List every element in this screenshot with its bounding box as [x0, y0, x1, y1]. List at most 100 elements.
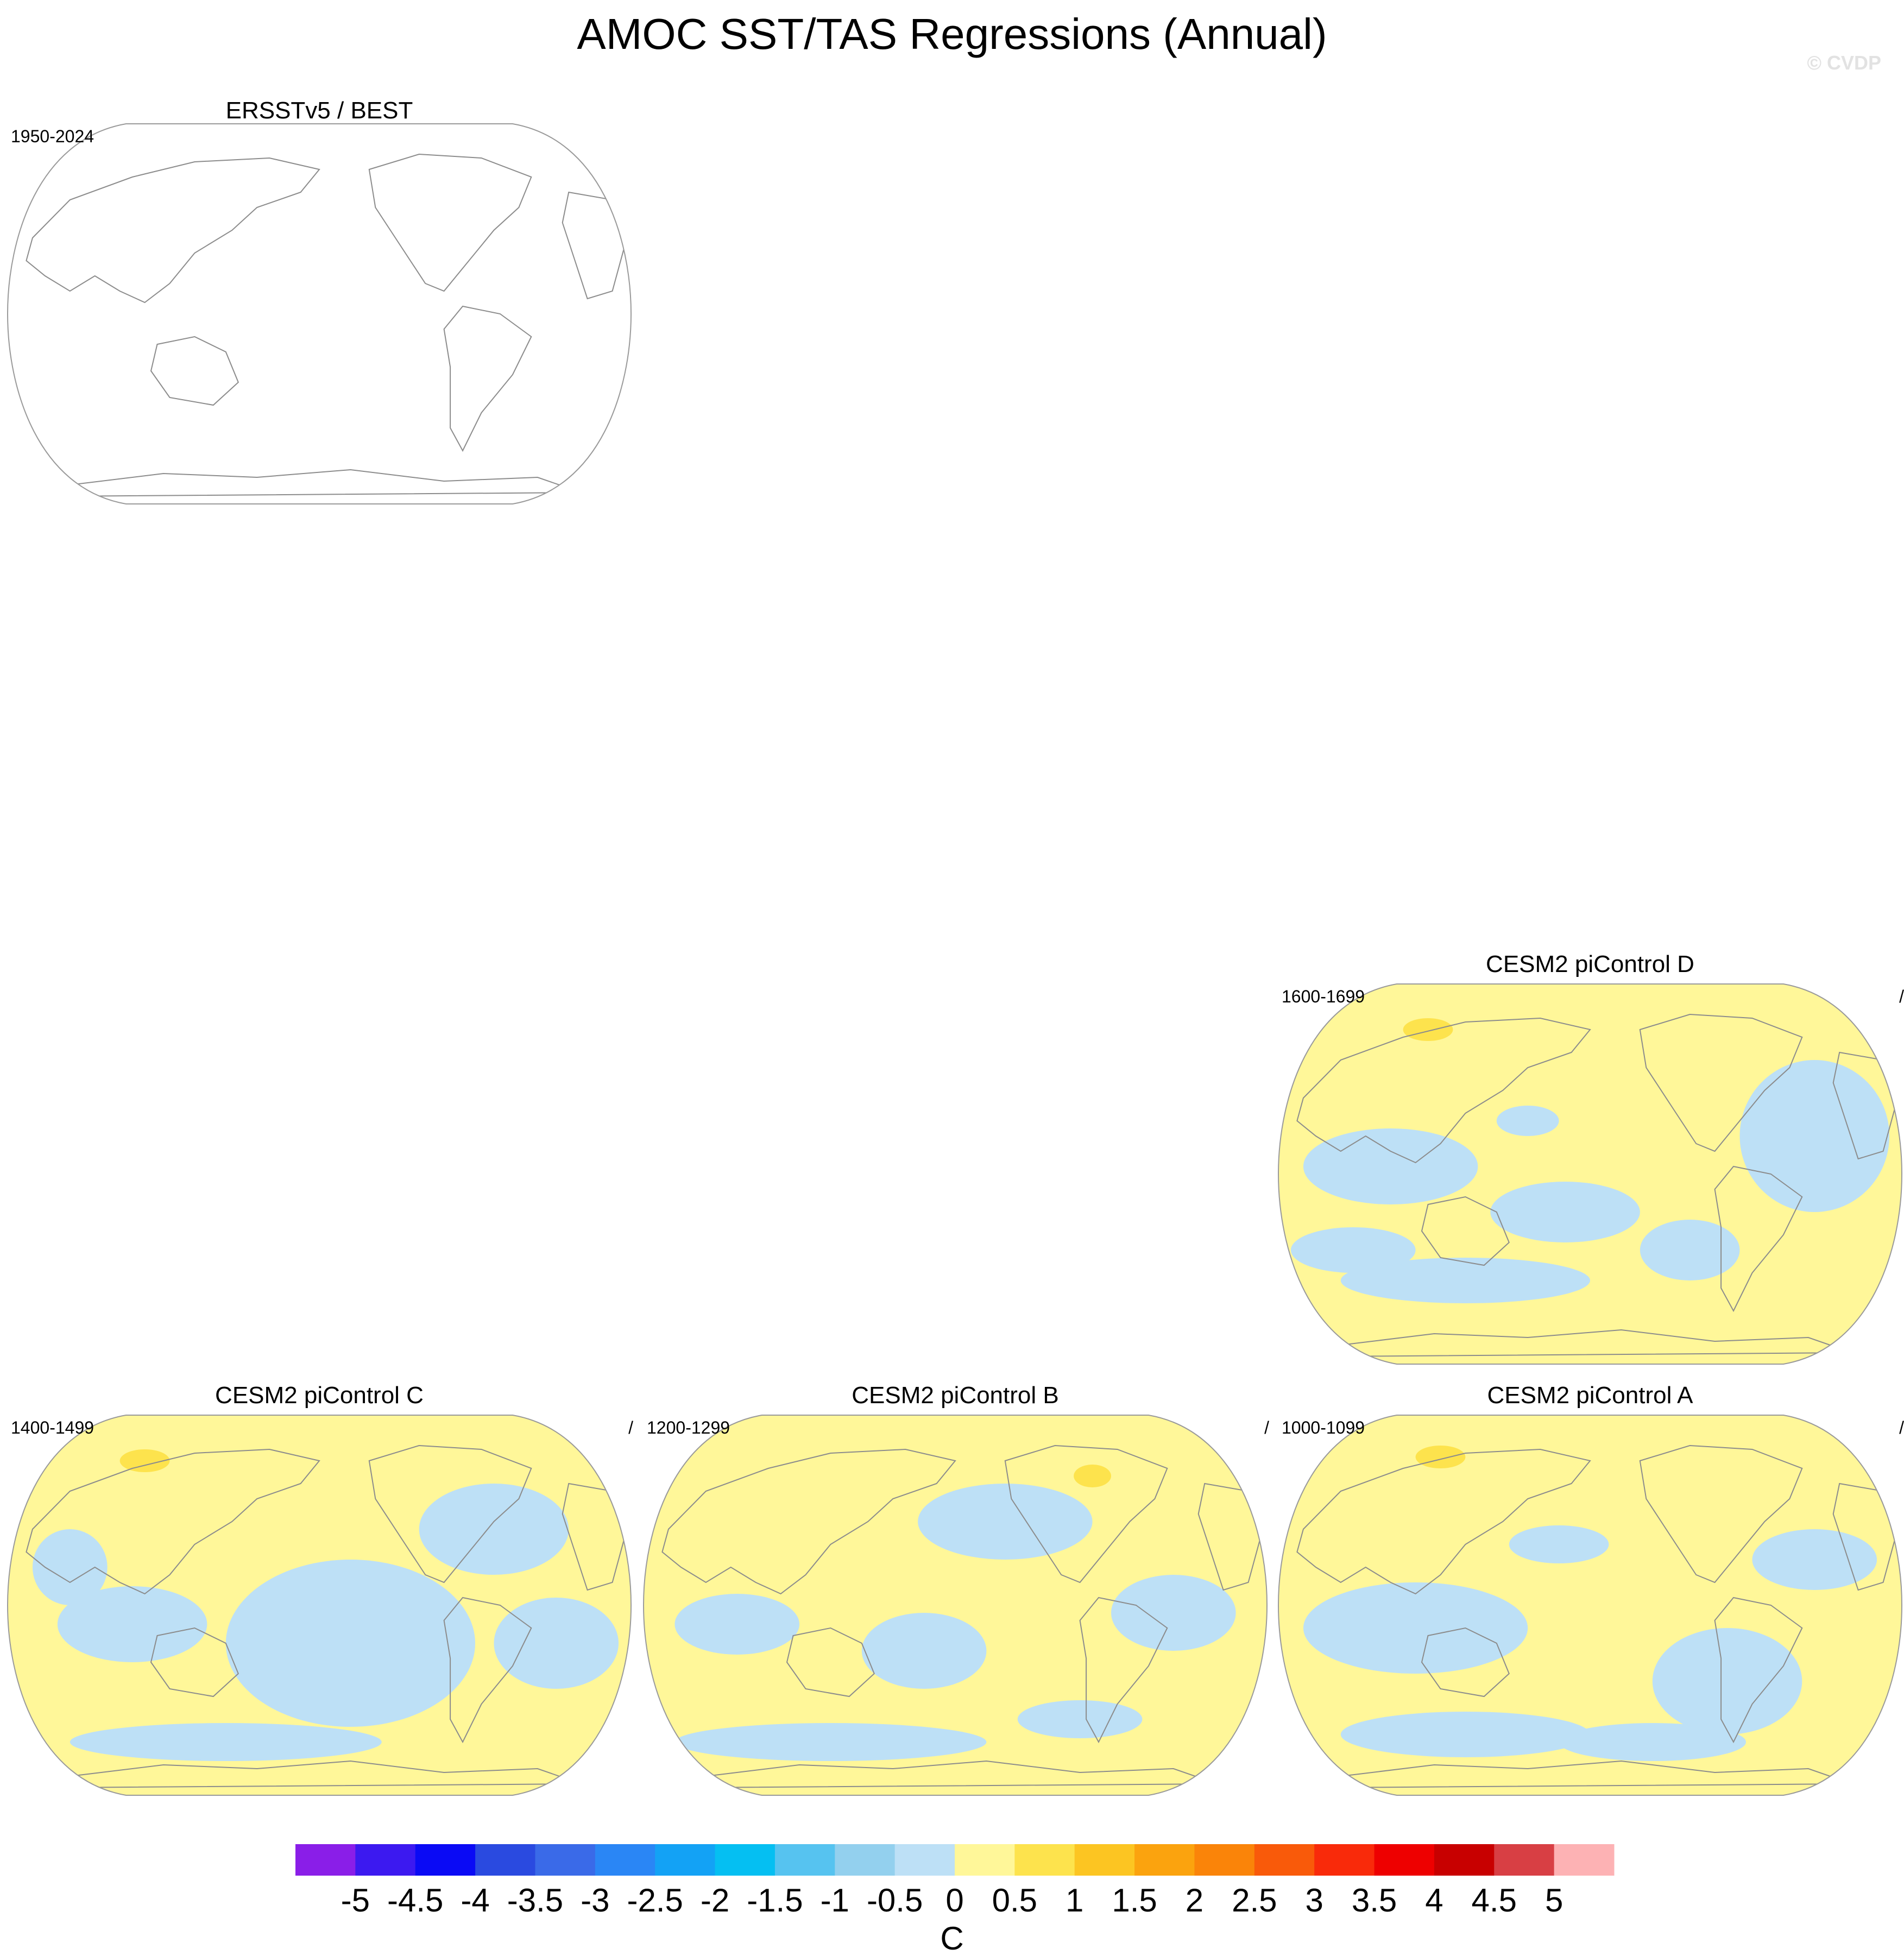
anomaly-region-negative: [225, 1560, 475, 1727]
colorbar-tick-label: 2.5: [1232, 1882, 1277, 1919]
map-fill: [1278, 984, 1902, 1364]
map-panels: ERSSTv5 / BEST 1950-2024 CESM2 piControl D…: [7, 97, 1904, 1796]
anomaly-region-negative: [861, 1613, 987, 1689]
copyright-label: © CVDP: [1807, 52, 1881, 74]
panel-period: 1400-1499: [11, 1418, 94, 1437]
colorbar-tick-label: -4: [461, 1882, 489, 1919]
colorbar-swatch: [295, 1844, 356, 1876]
panel-period: 1200-1299: [647, 1418, 730, 1437]
anomaly-region-negative: [1111, 1575, 1236, 1651]
map-panel-A: CESM2 piControl A 1000-1099 /: [1277, 1382, 1904, 1796]
anomaly-region-negative: [419, 1484, 569, 1575]
anomaly-region-negative: [1303, 1128, 1478, 1204]
colorbar-swatch: [774, 1844, 835, 1876]
colorbar-tick-label: 1.5: [1112, 1882, 1157, 1919]
anomaly-region-negative: [1340, 1258, 1590, 1303]
map-panel-C: CESM2 piControl C 1400-1499 /: [7, 1382, 633, 1796]
anomaly-region-negative: [1017, 1700, 1143, 1738]
coastline: [1421, 1196, 1510, 1266]
colorbar-swatch: [1554, 1844, 1615, 1876]
coastline: [26, 1448, 320, 1595]
anomaly-region-negative: [1490, 1182, 1640, 1242]
coastline: [1639, 1013, 1803, 1152]
anomaly-region-negative: [1340, 1712, 1590, 1757]
coastline: [1714, 1165, 1803, 1313]
panel-slash: /: [1899, 1418, 1904, 1437]
map-frame: [7, 1415, 632, 1796]
map-fill: [8, 124, 631, 504]
anomaly-region-negative: [1559, 1723, 1746, 1761]
colorbar-tick-label: -1: [821, 1882, 849, 1919]
anomaly-region-negative: [1303, 1582, 1528, 1674]
anomaly-region-negative: [70, 1723, 382, 1761]
colorbar-tick-label: -4.5: [387, 1882, 443, 1919]
colorbar-tick-label: -0.5: [867, 1882, 923, 1919]
map-fill: [1278, 1415, 1902, 1795]
colorbar-tick-label: -2.5: [627, 1882, 683, 1919]
panel-period: 1600-1699: [1282, 987, 1365, 1006]
colorbar-swatch: [1194, 1844, 1255, 1876]
colorbar-swatch: [475, 1844, 535, 1876]
map-frame: [7, 123, 632, 504]
coastline: [1639, 1444, 1803, 1583]
colorbar-units: C: [940, 1920, 963, 1956]
coastline: [150, 336, 239, 406]
panel-slash: /: [628, 1418, 633, 1437]
anomaly-region-negative: [674, 1723, 987, 1761]
coastline: [150, 1627, 239, 1698]
colorbar-swatch: [415, 1844, 476, 1876]
colorbar-tick-label: -2: [701, 1882, 729, 1919]
coastline: [1296, 1017, 1591, 1164]
colorbar-tick-label: -3.5: [507, 1882, 563, 1919]
coastline: [443, 305, 532, 452]
anomaly-region-negative: [1496, 1106, 1559, 1136]
colorbar-tick-label: 4.5: [1472, 1882, 1517, 1919]
map-frame: [1277, 983, 1903, 1365]
coastline: [1421, 1627, 1510, 1698]
map-panel-obs: ERSSTv5 / BEST 1950-2024: [7, 97, 632, 504]
map-fill: [644, 1415, 1267, 1795]
colorbar-swatch: [955, 1844, 1015, 1876]
colorbar-swatch: [1494, 1844, 1555, 1876]
coastline: [26, 157, 320, 304]
map-frame: [1277, 1415, 1903, 1796]
colorbar-tick-label: -1.5: [747, 1882, 803, 1919]
colorbar-tick-label: 5: [1545, 1882, 1563, 1919]
coastline: [1079, 1597, 1168, 1744]
panel-slash: /: [1899, 987, 1904, 1006]
colorbar-swatch: [715, 1844, 776, 1876]
colorbar: -5 -4.5 -4 -3.5 -3 -2.5 -2 -1.5 -1 -0.5 0 0.5 1 1.5 2 2…: [295, 1844, 1615, 1919]
map-fill: [8, 1415, 631, 1795]
anomaly-region-positive: [1415, 1446, 1466, 1468]
coastline: [1327, 1329, 1852, 1358]
panel-title: CESM2 piControl B: [852, 1382, 1058, 1409]
colorbar-swatch: [355, 1844, 416, 1876]
panel-title: CESM2 piControl A: [1487, 1382, 1693, 1409]
panel-title: CESM2 piControl C: [215, 1382, 424, 1409]
coastline: [443, 1597, 532, 1744]
anomaly-region-negative: [1739, 1060, 1890, 1212]
colorbar-swatch: [1314, 1844, 1375, 1876]
coastline: [661, 1448, 956, 1595]
colorbar-tick-label: 4: [1425, 1882, 1443, 1919]
coastline: [1004, 1444, 1168, 1583]
panel-period: 1000-1099: [1282, 1418, 1365, 1437]
anomaly-region-negative: [1652, 1628, 1802, 1734]
anomaly-region-positive: [1074, 1465, 1112, 1487]
anomaly-region-positive: [119, 1449, 170, 1472]
main-title: AMOC SST/TAS Regressions (Annual): [577, 10, 1327, 58]
coastline: [56, 1760, 582, 1789]
colorbar-swatch: [1134, 1844, 1195, 1876]
colorbar-swatch: [894, 1844, 955, 1876]
colorbar-tick-label: 1: [1066, 1882, 1083, 1919]
anomaly-region-negative: [494, 1598, 619, 1689]
colorbar-swatch: [1254, 1844, 1315, 1876]
map-panel-B: CESM2 piControl B 1200-1299 /: [642, 1382, 1269, 1796]
colorbar-swatch: [1434, 1844, 1495, 1876]
colorbar-swatch: [535, 1844, 596, 1876]
coastline: [368, 1444, 532, 1583]
anomaly-region-negative: [1290, 1227, 1416, 1273]
coastline: [692, 1760, 1218, 1789]
coastline: [1714, 1597, 1803, 1744]
